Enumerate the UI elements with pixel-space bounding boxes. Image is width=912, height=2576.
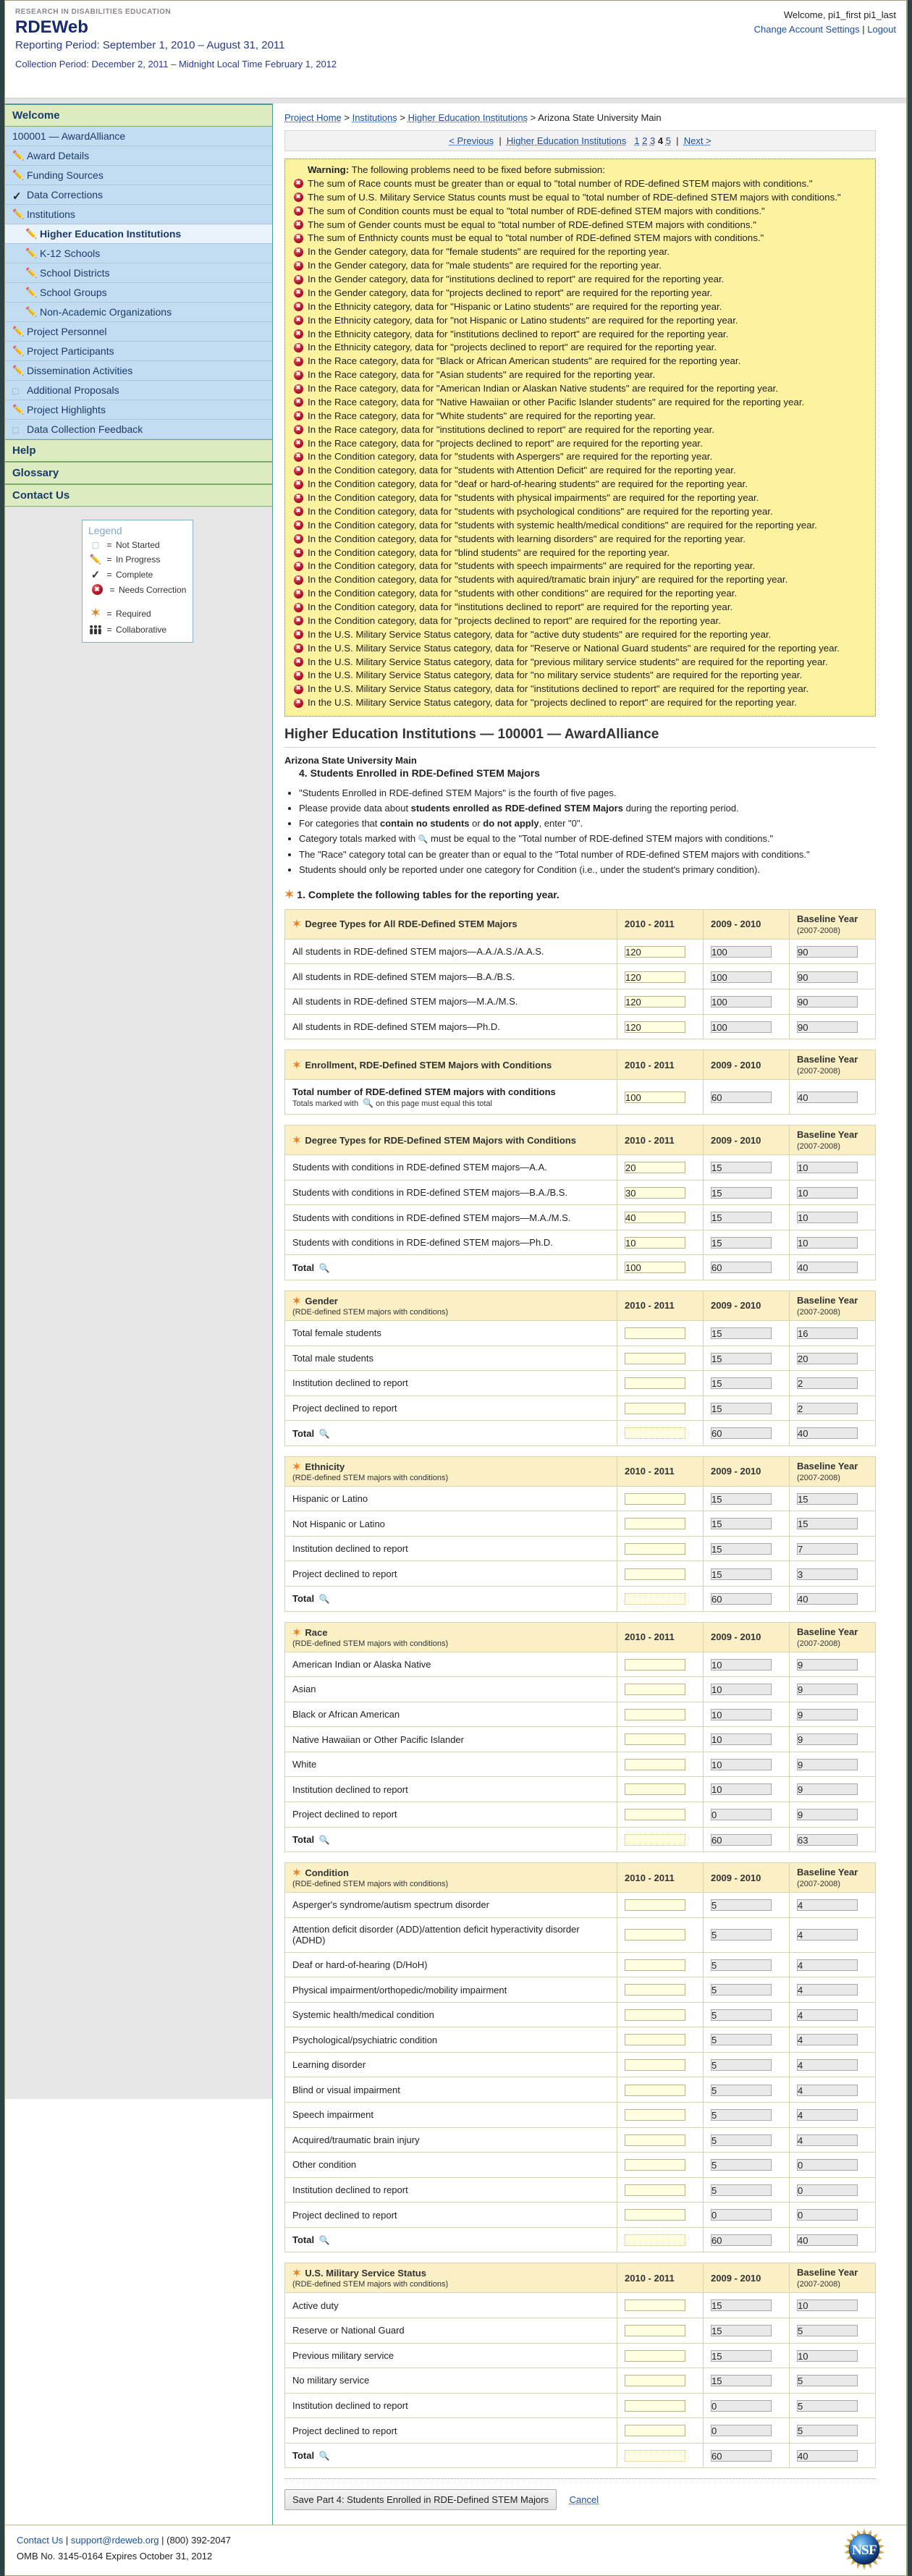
svg-text:NSF: NSF — [852, 2543, 877, 2558]
